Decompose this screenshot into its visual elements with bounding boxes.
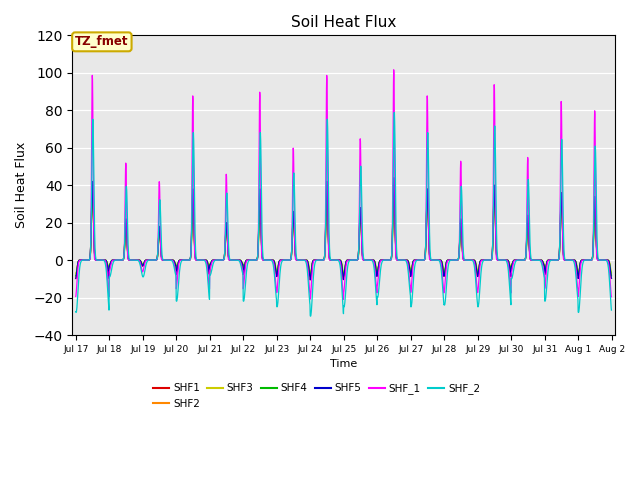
SHF2 <box>390 180 398 185</box>
SHF_1 <box>600 257 608 263</box>
Line: SHF_2: SHF_2 <box>76 112 611 316</box>
SHF_2 <box>241 289 249 295</box>
SHF3 <box>72 270 79 276</box>
SHF3 <box>607 270 615 276</box>
SHF1 <box>307 277 314 283</box>
SHF_1 <box>340 297 348 302</box>
SHF_1 <box>536 257 543 263</box>
SHF_1 <box>376 261 383 266</box>
SHF_2 <box>536 257 543 263</box>
Legend: SHF1, SHF2, SHF3, SHF4, SHF5, SHF_1, SHF_2: SHF1, SHF2, SHF3, SHF4, SHF5, SHF_1, SHF… <box>149 379 484 413</box>
X-axis label: Time: Time <box>330 359 357 369</box>
SHF4 <box>241 262 249 267</box>
SHF_1 <box>241 269 249 275</box>
SHF1 <box>390 175 398 180</box>
SHF_2 <box>72 309 79 314</box>
SHF2 <box>376 258 383 264</box>
Y-axis label: Soil Heat Flux: Soil Heat Flux <box>15 142 28 228</box>
SHF2 <box>600 257 608 263</box>
SHF1 <box>72 276 79 281</box>
SHF1 <box>600 257 608 263</box>
SHF5 <box>536 257 543 263</box>
SHF3 <box>241 262 249 267</box>
SHF2 <box>125 257 133 263</box>
SHF_2 <box>307 313 314 319</box>
SHF_2 <box>390 109 398 115</box>
SHF3 <box>307 271 314 277</box>
SHF_1 <box>607 294 615 300</box>
SHF5 <box>125 257 133 263</box>
SHF5 <box>376 258 383 264</box>
SHF4 <box>125 257 133 263</box>
SHF1 <box>241 263 249 268</box>
SHF4 <box>390 177 398 182</box>
SHF_1 <box>390 67 397 72</box>
SHF1 <box>376 258 383 264</box>
SHF1 <box>607 275 615 281</box>
SHF2 <box>241 262 249 268</box>
SHF4 <box>536 257 543 263</box>
SHF2 <box>607 276 615 281</box>
SHF3 <box>600 257 608 263</box>
Text: TZ_fmet: TZ_fmet <box>75 36 129 48</box>
SHF5 <box>241 262 249 268</box>
SHF4 <box>72 273 79 279</box>
SHF_1 <box>125 257 133 263</box>
SHF4 <box>376 258 383 264</box>
SHF3 <box>376 258 383 264</box>
SHF4 <box>600 257 608 263</box>
SHF3 <box>505 259 513 265</box>
Line: SHF_1: SHF_1 <box>76 70 611 300</box>
Line: SHF1: SHF1 <box>76 178 611 280</box>
SHF_2 <box>125 256 133 262</box>
SHF2 <box>307 277 314 283</box>
SHF_1 <box>72 294 79 300</box>
SHF_2 <box>607 307 615 313</box>
SHF5 <box>607 276 615 281</box>
SHF4 <box>607 273 615 278</box>
SHF2 <box>536 257 543 263</box>
SHF3 <box>390 185 398 191</box>
SHF3 <box>125 257 133 263</box>
SHF5 <box>390 175 398 181</box>
SHF4 <box>307 274 314 280</box>
Line: SHF4: SHF4 <box>76 180 611 277</box>
Title: Soil Heat Flux: Soil Heat Flux <box>291 15 396 30</box>
Line: SHF5: SHF5 <box>76 178 611 280</box>
Line: SHF3: SHF3 <box>76 188 611 274</box>
SHF_2 <box>376 276 383 281</box>
Line: SHF2: SHF2 <box>76 182 611 280</box>
SHF_2 <box>505 277 513 283</box>
SHF3 <box>536 257 543 263</box>
SHF5 <box>72 276 79 281</box>
SHF2 <box>505 261 513 267</box>
SHF1 <box>125 257 133 263</box>
SHF4 <box>505 260 513 266</box>
SHF2 <box>72 276 79 281</box>
SHF1 <box>536 257 543 263</box>
SHF5 <box>600 257 608 263</box>
SHF5 <box>307 277 314 283</box>
SHF_2 <box>600 257 608 263</box>
SHF5 <box>505 261 513 267</box>
SHF1 <box>505 261 513 266</box>
SHF_1 <box>505 269 513 275</box>
